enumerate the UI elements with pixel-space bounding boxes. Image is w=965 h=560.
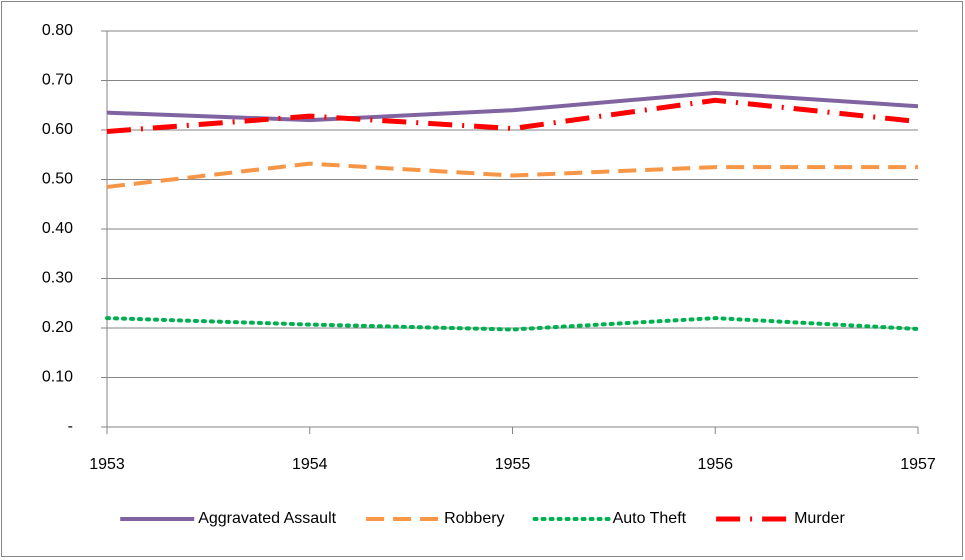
y-tick-label: 0.70 [42,72,73,89]
x-tick-label: 1953 [89,456,125,473]
legend-label: Auto Theft [613,510,687,527]
x-tick-label: 1955 [495,456,531,473]
series-line [106,90,919,123]
x-tick-label: 1957 [900,456,936,473]
legend-label: Aggravated Assault [198,510,336,527]
y-tick-label: 0.10 [42,369,73,386]
x-tick-label: 1956 [697,456,733,473]
y-tick-label: 0.60 [42,121,73,138]
legend-label: Robbery [444,510,504,527]
legend-label: Murder [794,510,845,527]
y-tick-label: 0.80 [42,22,73,39]
series-line [106,161,918,189]
series-line [105,316,920,332]
y-tick-label: 0.40 [42,220,73,237]
y-tick-label: - [68,418,73,435]
x-tick-label: 1954 [292,456,328,473]
y-tick-label: 0.20 [42,319,73,336]
y-tick-label: 0.30 [42,270,73,287]
y-tick-label: 0.50 [42,171,73,188]
series-line [106,97,919,134]
